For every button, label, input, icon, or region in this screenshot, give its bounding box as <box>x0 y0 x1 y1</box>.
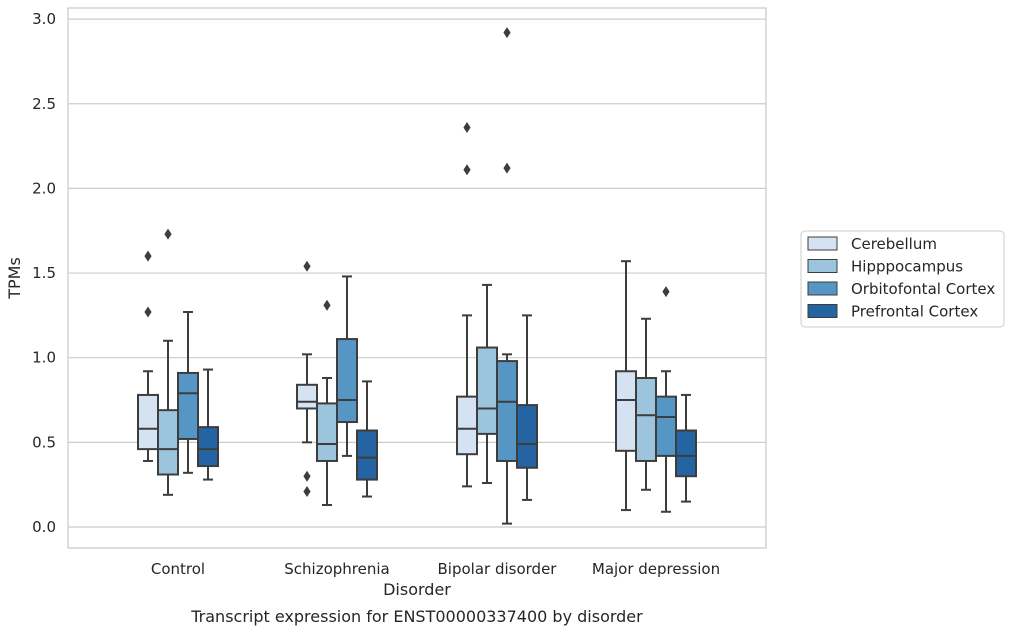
y-tick-labels: 0.0 0.5 1.0 1.5 2.0 2.5 3.0 <box>32 10 56 536</box>
series-hipppocampus <box>157 228 657 506</box>
box <box>675 393 697 503</box>
y-tick-label: 1.0 <box>32 349 56 367</box>
outlier-point <box>164 228 172 240</box>
box <box>177 310 199 474</box>
legend-label: Hipppocampus <box>851 258 963 276</box>
y-tick-label: 0.5 <box>32 433 56 451</box>
box-iqr <box>635 377 657 462</box>
x-tick-label: Bipolar disorder <box>438 560 558 578</box>
box <box>516 314 538 501</box>
outlier-point <box>662 286 670 298</box>
box <box>157 228 179 496</box>
series-cerebellum <box>137 121 637 512</box>
outlier-point <box>323 299 331 311</box>
box <box>137 250 159 462</box>
box <box>316 299 338 506</box>
box <box>336 275 358 457</box>
outlier-point <box>303 260 311 272</box>
box-iqr <box>615 370 637 452</box>
box-iqr <box>356 429 378 481</box>
legend-swatch <box>807 304 838 318</box>
x-tick-label: Major depression <box>592 560 720 578</box>
box-series <box>137 27 697 525</box>
series-prefrontal-cortex <box>197 314 697 503</box>
outlier-point <box>503 27 511 39</box>
box-iqr <box>296 383 318 410</box>
y-tick-label: 0.0 <box>32 518 56 536</box>
y-tick-label: 1.5 <box>32 264 56 282</box>
box-iqr <box>197 426 219 468</box>
box <box>635 317 657 491</box>
y-tick-label: 2.5 <box>32 95 56 113</box>
box <box>197 368 219 481</box>
outlier-point <box>303 485 311 497</box>
outlier-point <box>503 162 511 174</box>
legend-label: Orbitofontal Cortex <box>851 280 995 298</box>
legend-label: Cerebellum <box>851 235 937 253</box>
series-orbitofontal-cortex <box>177 27 677 525</box>
box <box>615 260 637 512</box>
plot-frame <box>67 7 767 549</box>
y-axis-title: TPMs <box>5 257 24 300</box>
box-iqr <box>177 371 199 440</box>
x-tick-label: Control <box>151 560 205 578</box>
box <box>456 121 478 488</box>
box-iqr <box>137 393 159 451</box>
outlier-point <box>463 121 471 133</box>
box-iqr <box>336 338 358 424</box>
legend-label: Prefrontal Cortex <box>851 303 978 321</box>
box-iqr <box>496 360 518 462</box>
outlier-point <box>144 250 152 262</box>
x-axis-title: Disorder <box>383 580 451 599</box>
outlier-point <box>303 470 311 482</box>
chart-caption: Transcript expression for ENST0000033740… <box>190 607 643 626</box>
outlier-point <box>463 164 471 176</box>
box-iqr <box>655 395 677 457</box>
legend-entries: Cerebellum Hipppocampus Orbitofontal Corte… <box>807 235 995 321</box>
box-iqr <box>516 404 538 469</box>
y-tick-label: 3.0 <box>32 10 56 28</box>
legend-frame <box>800 230 1005 328</box>
box-iqr <box>476 346 498 435</box>
box <box>496 27 518 525</box>
box-iqr <box>157 409 179 476</box>
x-tick-labels: Control Schizophrenia Bipolar disorder Majo… <box>151 560 720 578</box>
outlier-point <box>144 306 152 318</box>
y-tick-label: 2.0 <box>32 179 56 197</box>
legend-swatch <box>807 236 838 251</box>
box <box>655 286 677 513</box>
legend-swatch <box>807 281 838 296</box>
x-tick-label: Schizophrenia <box>284 560 389 578</box>
box-iqr <box>316 402 338 462</box>
grid-lines <box>68 18 766 528</box>
box-iqr <box>456 395 478 456</box>
box <box>356 380 378 498</box>
legend: Cerebellum Hipppocampus Orbitofontal Corte… <box>800 230 1005 328</box>
box-iqr <box>675 429 697 478</box>
legend-swatch <box>807 259 838 273</box>
box <box>296 260 318 497</box>
